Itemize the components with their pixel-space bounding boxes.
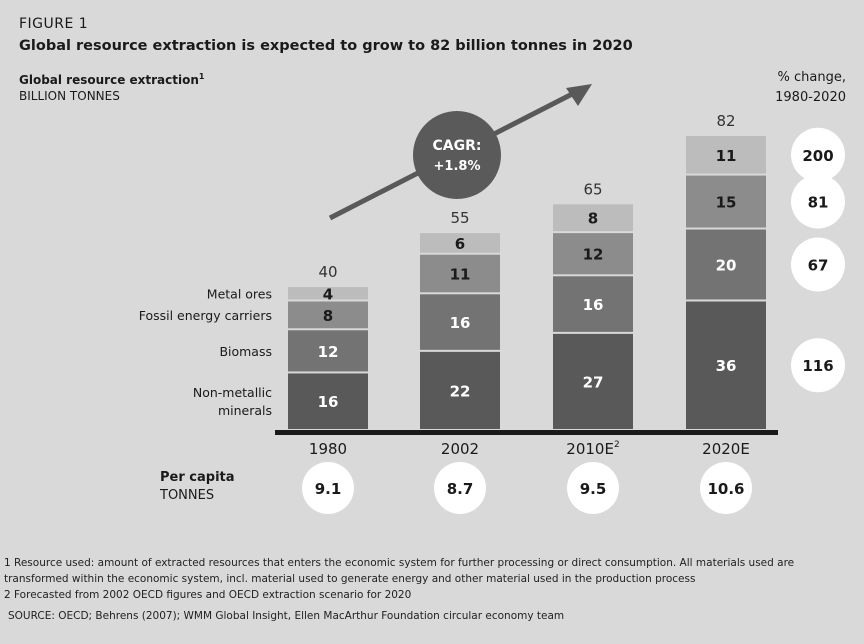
x-tick-label: 2002 (441, 440, 479, 458)
per-capita-value: 10.6 (707, 480, 744, 498)
data-label: 4 (323, 285, 333, 303)
pct-change-value: 67 (808, 257, 829, 275)
data-label: 22 (450, 382, 471, 400)
per-capita-badge (567, 462, 619, 514)
bar-segment (288, 287, 368, 300)
bar-segment (420, 233, 500, 253)
bar-segment (288, 330, 368, 372)
x-tick-label: 1980 (309, 440, 347, 458)
cagr-label: CAGR: (433, 138, 482, 154)
footnote-1b: transformed within the economic system, … (4, 573, 696, 585)
cagr-value: +1.8% (434, 159, 481, 174)
per-capita-value: 8.7 (447, 480, 474, 498)
x-tick-label: 2010E2 (566, 440, 619, 458)
bar-segment (420, 294, 500, 350)
bar-segment (288, 373, 368, 429)
bar-segment (553, 233, 633, 275)
x-tick-footnote-mark: 2 (614, 440, 620, 450)
data-label: 8 (323, 307, 333, 325)
legend-non-metallic-line2: minerals (218, 403, 272, 418)
chart-title: Global resource extraction is expected t… (19, 38, 633, 54)
legend-metal: Metal ores (207, 286, 272, 301)
data-label: 27 (583, 373, 604, 391)
cagr-arrow-head (566, 84, 592, 106)
bar-segment (686, 301, 766, 429)
per-capita-value: 9.1 (315, 480, 342, 498)
data-label: 6 (455, 235, 465, 253)
data-label: 11 (716, 147, 737, 165)
total-label: 40 (318, 263, 337, 281)
data-label: 16 (583, 296, 604, 314)
y-axis-unit: BILLION TONNES (19, 89, 120, 103)
bar-segment (686, 175, 766, 228)
pct-change-value: 200 (802, 147, 833, 165)
total-label: 82 (716, 112, 735, 130)
bar-segment (686, 136, 766, 174)
data-label: 12 (318, 343, 339, 361)
bar-segment (553, 333, 633, 429)
footnote-2: 2 Forecasted from 2002 OECD figures and … (4, 589, 412, 601)
per-capita-badge (434, 462, 486, 514)
data-label: 20 (716, 257, 737, 275)
cagr-badge (413, 111, 501, 199)
pct-change-value: 81 (808, 194, 829, 212)
source-note: SOURCE: OECD; Behrens (2007); WMM Global… (8, 610, 565, 622)
legend-biomass: Biomass (219, 344, 272, 359)
per-capita-unit: TONNES (160, 488, 215, 503)
bar-segment (686, 229, 766, 300)
per-capita-label: Per capita (160, 470, 235, 485)
data-label: 15 (716, 194, 737, 212)
data-label: 8 (588, 210, 598, 228)
x-axis-baseline (275, 430, 778, 435)
legend-fossil: Fossil energy carriers (139, 308, 272, 323)
y-axis-footnote-mark: 1 (198, 72, 205, 81)
x-tick-label: 2020E (702, 440, 750, 458)
data-label: 16 (318, 393, 339, 411)
total-label: 55 (450, 209, 469, 227)
bar-segment (420, 351, 500, 429)
pct-change-badge (791, 174, 845, 229)
legend-non-metallic-line1: Non-metallic (193, 385, 272, 400)
pct-change-value: 116 (802, 357, 833, 375)
footnote-1a: 1 Resource used: amount of extracted res… (4, 557, 795, 569)
bar-segment (420, 254, 500, 293)
bar-segment (553, 276, 633, 332)
data-label: 12 (583, 246, 604, 264)
bar-segment (553, 204, 633, 232)
data-label: 36 (716, 357, 737, 375)
data-label: 11 (450, 266, 471, 284)
per-capita-badge (700, 462, 752, 514)
bar-segment (288, 301, 368, 329)
pct-change-badge (791, 237, 845, 292)
per-capita-badge (302, 462, 354, 514)
pct-change-badge (791, 127, 845, 182)
per-capita-value: 9.5 (580, 480, 607, 498)
data-label: 16 (450, 314, 471, 332)
y-axis-label: Global resource extraction1 (19, 72, 204, 87)
pct-change-badge (791, 338, 845, 393)
pct-change-header: % change, 1980-2020 (775, 70, 846, 105)
y-axis-label-text: Global resource extraction (19, 73, 199, 87)
total-label: 65 (583, 180, 602, 198)
figure-label: FIGURE 1 (19, 16, 89, 32)
